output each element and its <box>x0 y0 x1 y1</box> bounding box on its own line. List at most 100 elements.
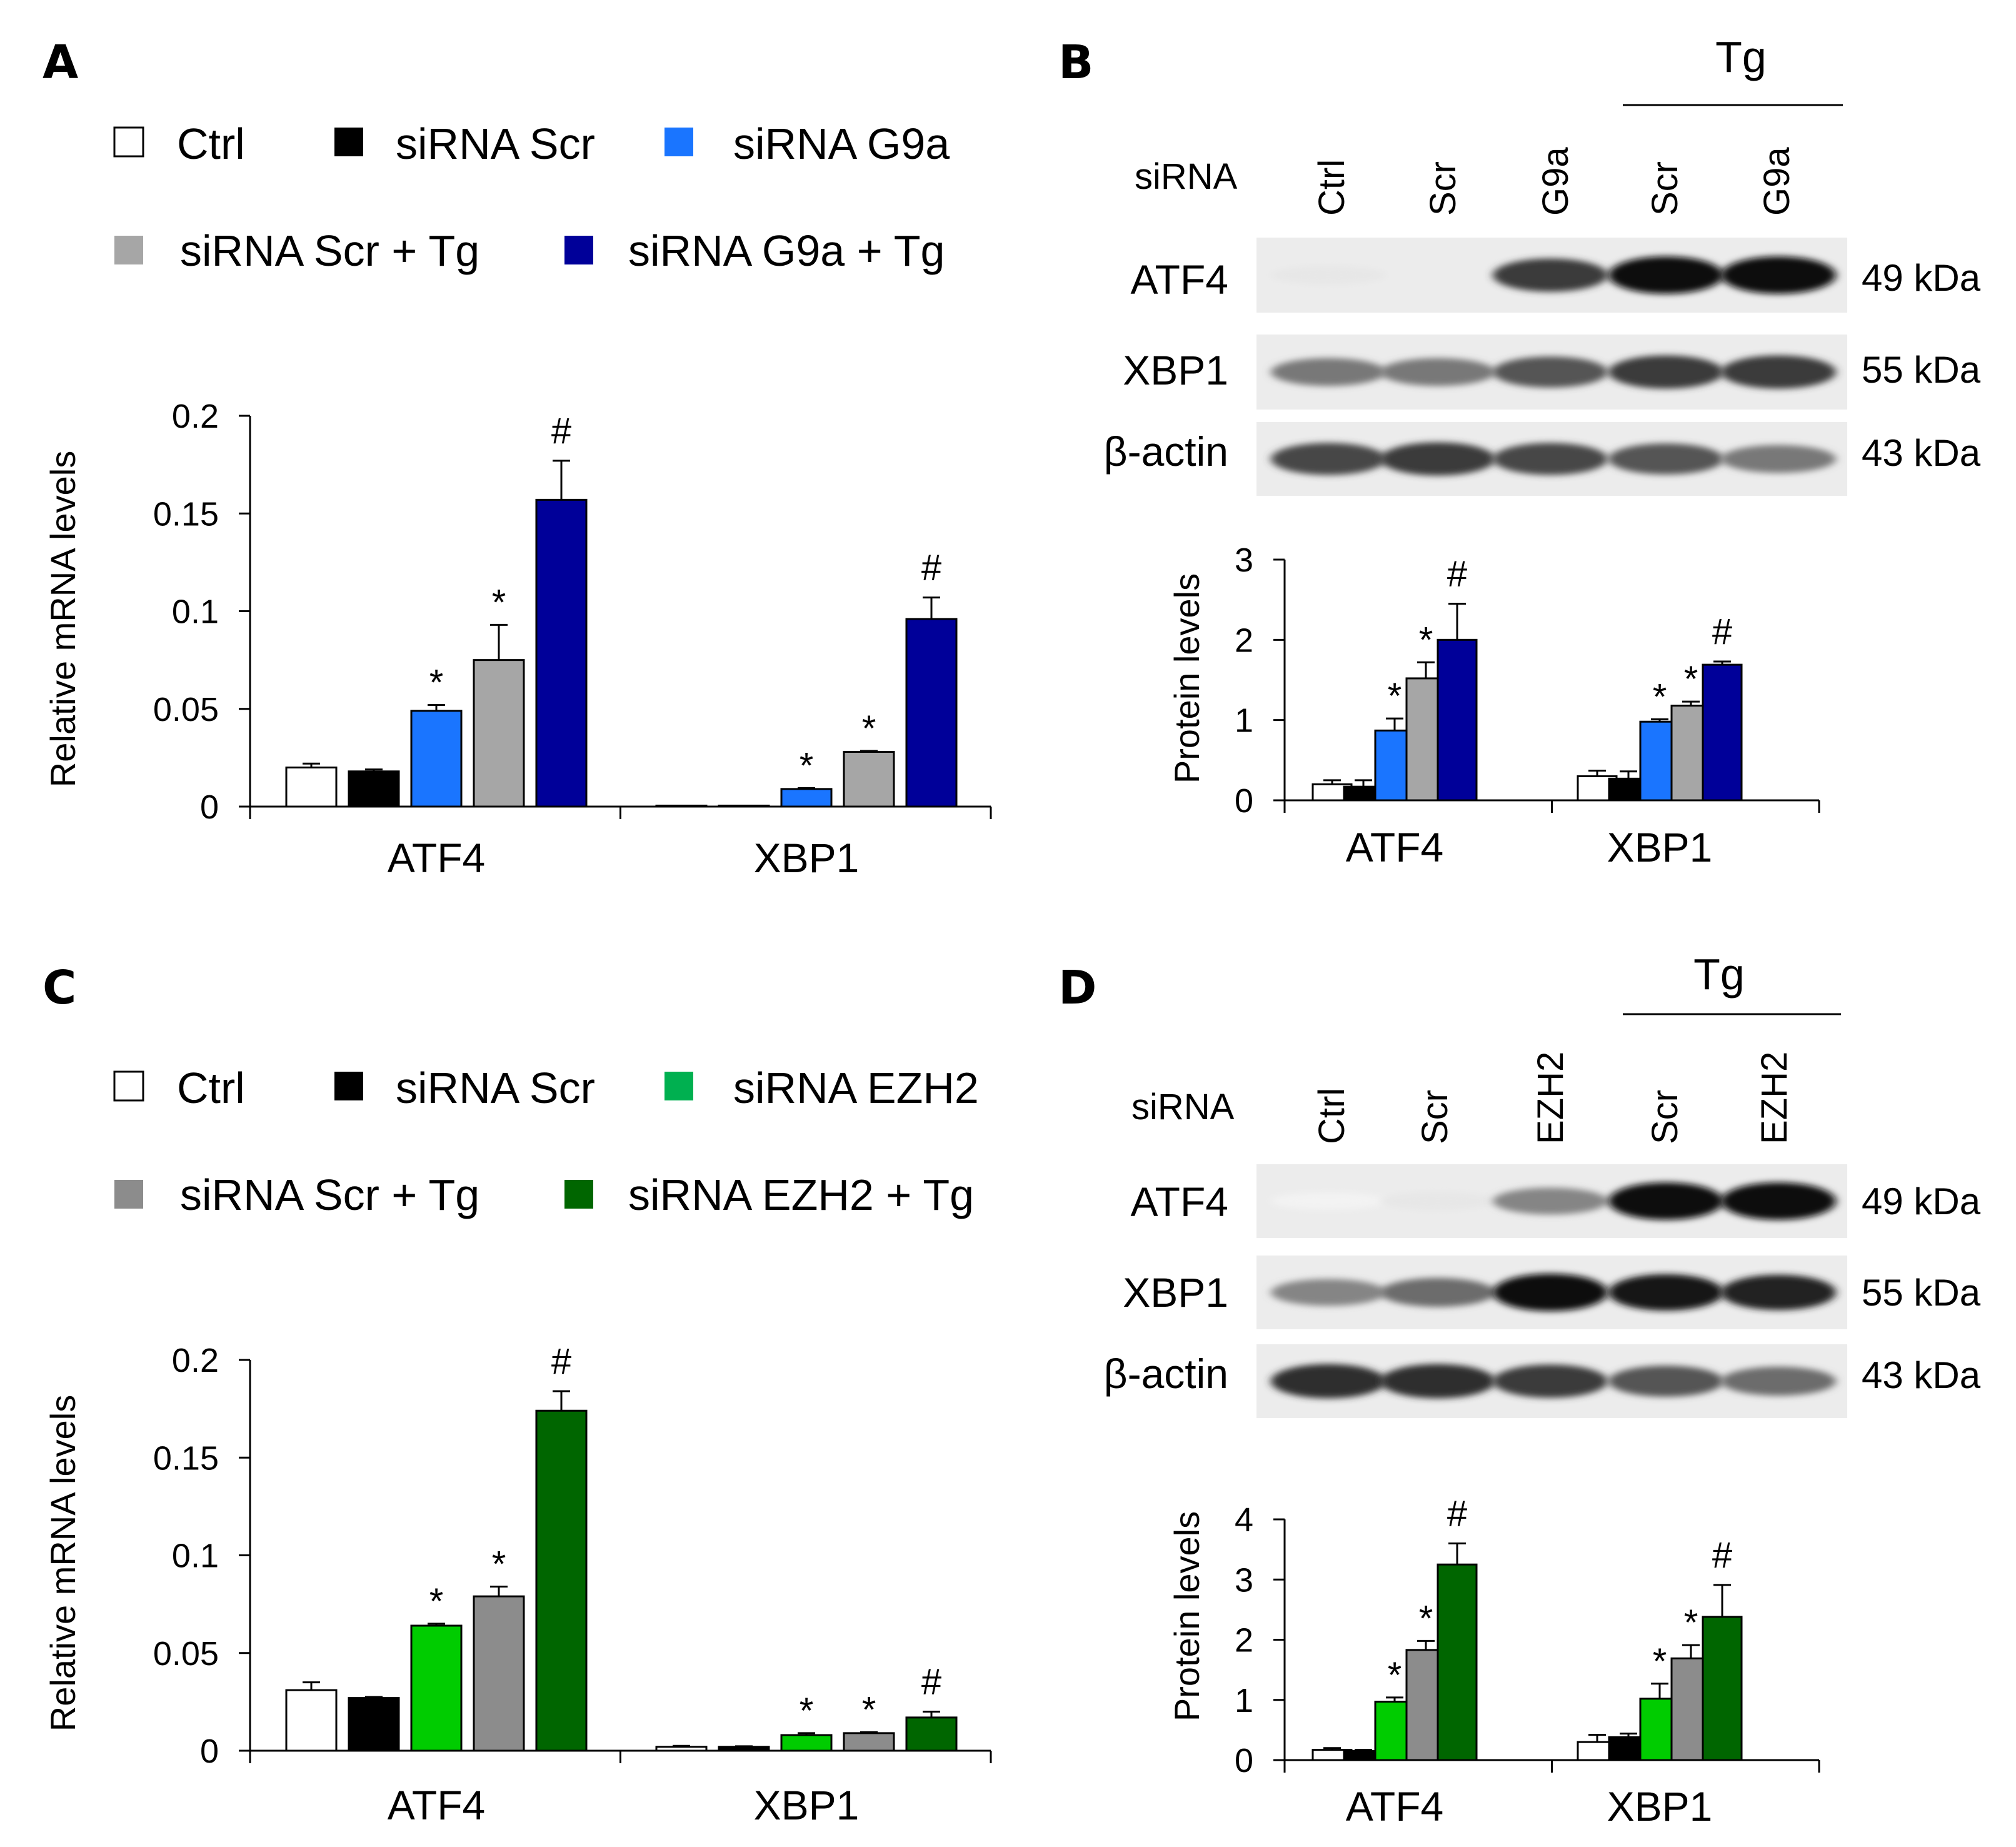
sirna-label: siRNA <box>1135 156 1238 197</box>
legend-swatch <box>564 1180 593 1209</box>
significance-mark: # <box>921 1662 941 1703</box>
blot-band <box>1721 256 1836 294</box>
y-tick-label: 4 <box>1235 1501 1253 1539</box>
blot-band <box>1721 355 1836 389</box>
blot-band <box>1271 1192 1386 1210</box>
bar <box>348 770 400 808</box>
blot-band <box>1380 1277 1495 1307</box>
lane-label: EZH2 <box>1754 1052 1795 1144</box>
blot-band <box>1721 1182 1836 1220</box>
lane-label: Scr <box>1415 1090 1455 1144</box>
bar <box>655 804 708 808</box>
y-tick-label: 0 <box>200 1733 219 1770</box>
significance-mark: * <box>492 582 506 623</box>
blot-band <box>1493 258 1608 292</box>
legend-label: siRNA Scr <box>396 1064 595 1112</box>
bar <box>348 1697 400 1752</box>
significance-mark: * <box>1684 659 1698 700</box>
lane-label: Scr <box>1645 161 1685 216</box>
legend-swatch <box>113 1070 144 1102</box>
legend-swatch <box>664 1072 693 1100</box>
y-tick-label: 0.2 <box>172 398 219 435</box>
legend-label: siRNA Scr <box>396 119 595 168</box>
bar <box>410 1624 463 1752</box>
bar <box>843 751 895 808</box>
y-tick-label: 2 <box>1235 1622 1253 1659</box>
y-axis-label-c: Relative mRNA levels <box>43 1395 83 1731</box>
y-axis-label-a: Relative mRNA levels <box>43 451 83 787</box>
y-tick-label: 0.1 <box>172 593 219 631</box>
significance-mark: * <box>1388 1655 1402 1696</box>
significance-mark: # <box>1447 554 1467 595</box>
bar <box>1437 1563 1478 1761</box>
panel-letter-a: A <box>43 36 78 89</box>
sirna-label: siRNA <box>1131 1087 1235 1127</box>
bar <box>1702 663 1743 802</box>
category-label: XBP1 <box>1607 824 1713 870</box>
significance-mark: # <box>1712 611 1732 652</box>
significance-mark: * <box>429 663 444 703</box>
blots-b: ATF4 49 kDa XBP1 55 kDa β-actin 43 kDa <box>1104 238 1981 496</box>
lane-label: Ctrl <box>1311 1088 1352 1144</box>
legend-label: Ctrl <box>177 1064 245 1112</box>
significance-mark: * <box>862 708 876 749</box>
legend-c: Ctrl siRNA Scr siRNA EZH2 siRNA Scr + Tg… <box>113 1064 979 1219</box>
legend-label: siRNA G9a <box>733 119 950 168</box>
significance-mark: * <box>1419 620 1433 660</box>
blot-band <box>1271 1279 1386 1306</box>
y-tick-label: 1 <box>1235 1682 1253 1719</box>
blots-d: ATF4 49 kDa XBP1 55 kDa β-actin 43 kDa <box>1104 1164 1981 1418</box>
blot-band <box>1608 256 1723 294</box>
blot-band <box>1380 442 1495 476</box>
blot-band <box>1380 358 1495 386</box>
bar <box>718 1746 770 1752</box>
chart-a: 0 0.05 0.1 0.15 0.2 * * # ATF4 * * # XBP1 <box>153 398 992 881</box>
legend-swatch <box>334 128 363 156</box>
significance-mark: # <box>1712 1535 1732 1576</box>
blot-label: β-actin <box>1104 428 1228 475</box>
blot-band <box>1493 1187 1608 1215</box>
significance-mark: * <box>862 1689 876 1730</box>
legend-swatch <box>114 1180 143 1209</box>
category-label: ATF4 <box>388 835 485 881</box>
bar <box>473 1595 525 1752</box>
significance-mark: * <box>1653 1641 1667 1682</box>
blot-kda: 55 kDa <box>1862 349 1981 391</box>
significance-mark: # <box>551 1341 571 1382</box>
y-tick-label: 3 <box>1235 1561 1253 1599</box>
bar <box>473 659 525 808</box>
bar <box>410 710 463 808</box>
blot-band <box>1493 1364 1608 1398</box>
significance-mark: # <box>551 411 571 451</box>
blot-band <box>1380 1364 1495 1399</box>
blot-band <box>1721 1366 1836 1396</box>
blot-band <box>1493 1274 1608 1311</box>
significance-mark: # <box>1447 1494 1467 1534</box>
bar <box>905 618 958 808</box>
chart-c: 0 0.05 0.1 0.15 0.2 * * # ATF4 * * # XBP1 <box>153 1341 992 1828</box>
y-tick-label: 0.05 <box>153 1635 219 1673</box>
panel-letter-c: C <box>43 961 76 1015</box>
lane-label: Ctrl <box>1311 159 1352 216</box>
blot-band <box>1271 358 1386 386</box>
blot-kda: 43 kDa <box>1862 1354 1981 1396</box>
y-tick-label: 0 <box>1235 1742 1253 1779</box>
bar <box>285 1689 338 1752</box>
y-axis-label-b: Protein levels <box>1167 573 1206 783</box>
significance-mark: * <box>1653 677 1667 717</box>
bar <box>655 1746 708 1752</box>
bar <box>285 767 338 808</box>
legend-swatch <box>664 128 693 156</box>
y-tick-label: 2 <box>1235 622 1253 659</box>
panel-letter-b: B <box>1058 36 1093 89</box>
legend-label: siRNA G9a + Tg <box>628 226 945 275</box>
blot-band <box>1493 443 1608 475</box>
legend-label: siRNA Scr + Tg <box>180 226 479 275</box>
blot-label: β-actin <box>1104 1351 1228 1397</box>
bar <box>905 1716 958 1752</box>
bar <box>843 1732 895 1752</box>
significance-mark: * <box>492 1544 506 1585</box>
lane-label: Scr <box>1645 1090 1685 1144</box>
legend-swatch <box>334 1072 363 1100</box>
treatment-label: Tg <box>1715 33 1767 81</box>
